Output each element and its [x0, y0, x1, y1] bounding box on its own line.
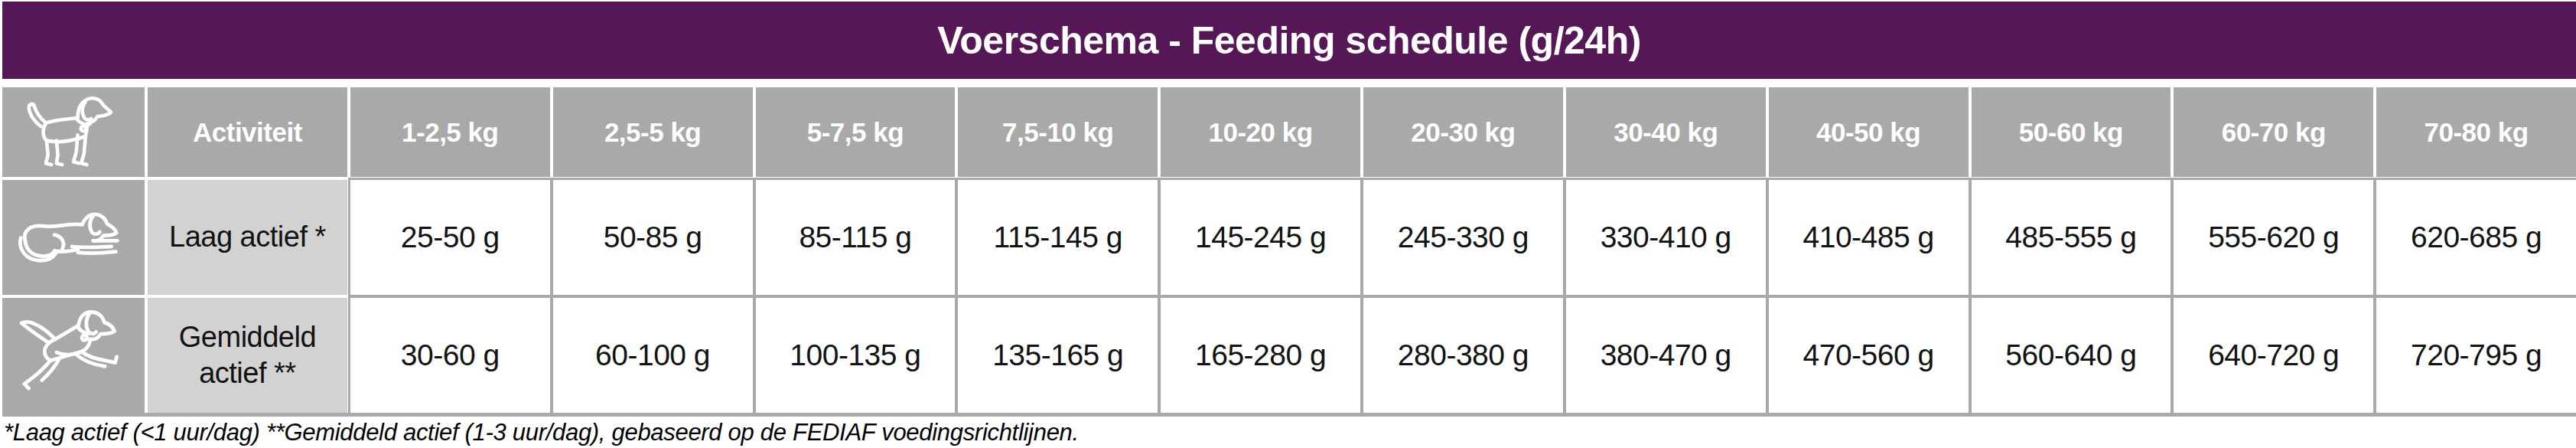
feeding-range-cell: 245-330 g [1363, 180, 1563, 295]
column-header-weight: 40-50 kg [1769, 87, 1969, 177]
column-header-weight: 5-7,5 kg [756, 87, 956, 177]
title-bar: Voerschema - Feeding schedule (g/24h) [2, 2, 2576, 79]
feeding-range-cell: 135-165 g [958, 298, 1158, 413]
feeding-range-cell: 60-100 g [553, 298, 753, 413]
footnote-text: *Laag actief (<1 uur/dag) **Gemiddeld ac… [4, 419, 1079, 446]
page-title: Voerschema - Feeding schedule (g/24h) [937, 18, 1641, 63]
row-icon-cell [2, 180, 145, 295]
feeding-range-cell: 30-60 g [350, 298, 550, 413]
column-header-weight: 70-80 kg [2376, 87, 2576, 177]
row-icon-cell [2, 298, 145, 413]
column-header-weight: 7,5-10 kg [958, 87, 1158, 177]
feeding-range-cell: 330-410 g [1566, 180, 1766, 295]
feeding-range-cell: 620-685 g [2376, 180, 2576, 295]
column-header-weight: 50-60 kg [1972, 87, 2171, 177]
feeding-range-cell: 165-280 g [1161, 298, 1360, 413]
feeding-range-cell: 470-560 g [1769, 298, 1969, 413]
feeding-range-cell: 640-720 g [2174, 298, 2373, 413]
feeding-schedule-page: Voerschema - Feeding schedule (g/24h) Ac… [0, 0, 2576, 448]
column-header-weight: 60-70 kg [2174, 87, 2373, 177]
standing-dog-icon [15, 90, 132, 175]
feeding-range-cell: 85-115 g [756, 180, 956, 295]
activity-label: Gemiddeld actief ** [148, 298, 347, 413]
lying-dog-icon [8, 194, 139, 282]
feeding-range-cell: 410-485 g [1769, 180, 1969, 295]
feeding-table: Activiteit 1-2,5 kg 2,5-5 kg 5-7,5 kg 7,… [2, 87, 2576, 413]
feeding-range-cell: 560-640 g [1972, 298, 2171, 413]
feeding-range-cell: 145-245 g [1161, 180, 1360, 295]
activity-label: Laag actief * [148, 180, 347, 295]
column-header-weight: 30-40 kg [1566, 87, 1766, 177]
column-header-weight: 2,5-5 kg [553, 87, 753, 177]
feeding-range-cell: 555-620 g [2174, 180, 2373, 295]
column-header-weight: 1-2,5 kg [350, 87, 550, 177]
feeding-range-cell: 485-555 g [1972, 180, 2171, 295]
feeding-range-cell: 50-85 g [553, 180, 753, 295]
running-dog-icon [4, 302, 143, 409]
column-header-weight: 20-30 kg [1363, 87, 1563, 177]
column-header-weight: 10-20 kg [1161, 87, 1360, 177]
feeding-range-cell: 115-145 g [958, 180, 1158, 295]
feeding-range-cell: 25-50 g [350, 180, 550, 295]
header-icon-cell [2, 87, 145, 177]
feeding-range-cell: 720-795 g [2376, 298, 2576, 413]
column-header-activiteit: Activiteit [148, 87, 347, 177]
table-bottom-border [2, 413, 2576, 417]
feeding-range-cell: 280-380 g [1363, 298, 1563, 413]
feeding-range-cell: 380-470 g [1566, 298, 1766, 413]
feeding-range-cell: 100-135 g [756, 298, 956, 413]
